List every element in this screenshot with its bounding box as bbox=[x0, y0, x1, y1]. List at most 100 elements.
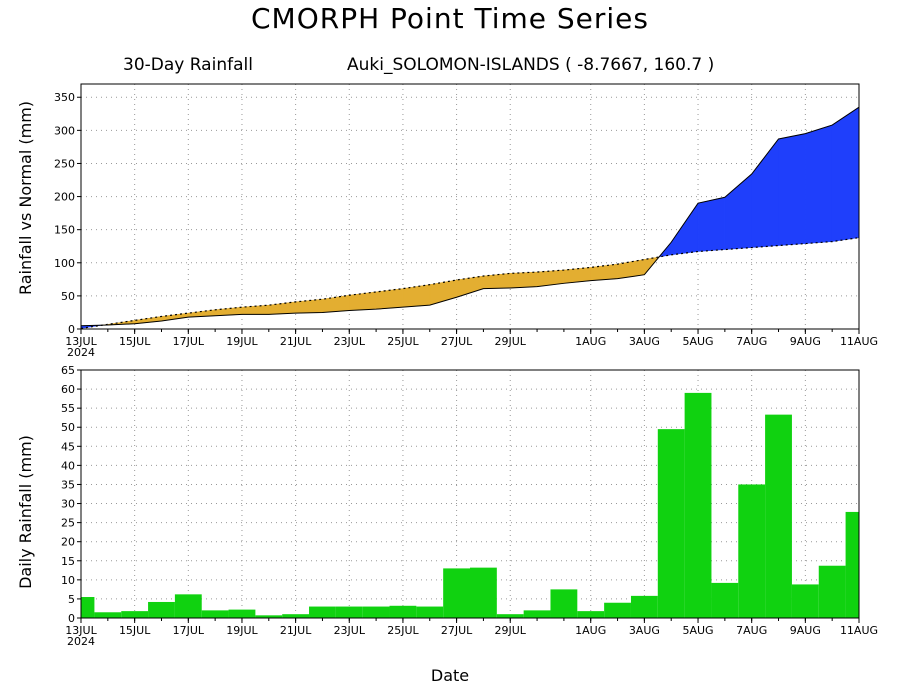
y-tick-label: 100 bbox=[54, 257, 75, 270]
y-tick-label: 300 bbox=[54, 124, 75, 137]
x-tick-label: 9AUG bbox=[790, 335, 821, 348]
daily-rainfall-bar bbox=[791, 584, 819, 618]
deficit-area-segment bbox=[402, 284, 431, 308]
y-tick-label: 10 bbox=[61, 574, 75, 587]
x-tick-label: 3AUG bbox=[629, 624, 660, 637]
chart-subtitle-location: Auki_SOLOMON-ISLANDS ( -8.7667, 160.7 ) bbox=[347, 55, 715, 75]
y-axis-label: Daily Rainfall (mm) bbox=[16, 435, 35, 589]
daily-rainfall-bar bbox=[845, 511, 859, 618]
daily-rainfall-bar bbox=[174, 594, 202, 618]
y-tick-label: 5 bbox=[68, 593, 75, 606]
x-tick-label: 11AUG bbox=[840, 624, 878, 637]
daily-rainfall-bar bbox=[309, 606, 336, 618]
y-tick-label: 45 bbox=[61, 440, 75, 453]
x-tick-label: 27JUL bbox=[441, 335, 473, 348]
x-tick-label: 11AUG bbox=[840, 335, 878, 348]
x-tick-label: 19JUL bbox=[226, 624, 258, 637]
daily-rainfall-bar bbox=[523, 610, 551, 618]
y-tick-label: 50 bbox=[61, 421, 75, 434]
daily-rainfall-bar bbox=[389, 605, 417, 618]
y-tick-label: 65 bbox=[61, 364, 75, 377]
y-tick-label: 0 bbox=[68, 323, 75, 336]
daily-rainfall-bar bbox=[818, 565, 846, 618]
daily-rainfall-bar bbox=[148, 601, 175, 618]
surplus-area-segment bbox=[831, 106, 860, 242]
y-tick-label: 50 bbox=[61, 290, 75, 303]
y-tick-label: 250 bbox=[54, 157, 75, 170]
deficit-area-segment bbox=[268, 301, 296, 315]
daily-rainfall-bar bbox=[577, 611, 605, 618]
y-tick-label: 35 bbox=[61, 478, 75, 491]
deficit-area-segment bbox=[483, 273, 511, 289]
x-tick-year-label: 2024 bbox=[67, 635, 95, 648]
daily-rainfall-bar bbox=[711, 582, 739, 618]
y-tick-label: 200 bbox=[54, 191, 75, 204]
deficit-area-segment bbox=[590, 263, 618, 281]
y-tick-label: 40 bbox=[61, 459, 75, 472]
normal-cumulative-line bbox=[80, 237, 860, 329]
y-tick-label: 30 bbox=[61, 498, 75, 511]
daily-rainfall-bar bbox=[121, 611, 149, 618]
daily-rainfall-bar bbox=[470, 567, 497, 618]
deficit-area-segment bbox=[456, 275, 484, 298]
y-axis-label: Rainfall vs Normal (mm) bbox=[16, 101, 35, 295]
daily-rainfall-bar bbox=[604, 602, 631, 618]
y-tick-label: 25 bbox=[61, 517, 75, 530]
daily-rainfall-bar bbox=[81, 597, 95, 618]
surplus-area-segment bbox=[751, 138, 779, 248]
y-tick-label: 60 bbox=[61, 383, 75, 396]
x-tick-label: 13JUL bbox=[65, 335, 97, 348]
x-tick-label: 25JUL bbox=[387, 335, 419, 348]
x-tick-label: 1AUG bbox=[575, 335, 606, 348]
daily-rainfall-bar bbox=[201, 610, 229, 618]
x-tick-label: 19JUL bbox=[226, 335, 258, 348]
daily-rainfall-bar bbox=[362, 606, 390, 618]
daily-rainfall-bar bbox=[550, 589, 578, 618]
daily-rainfall-bar bbox=[282, 614, 310, 618]
y-tick-label: 0 bbox=[68, 612, 75, 625]
surplus-area-segment bbox=[697, 196, 726, 252]
y-tick-label: 55 bbox=[61, 402, 75, 415]
daily-rainfall-bar bbox=[765, 414, 792, 618]
x-tick-year-label: 2024 bbox=[67, 346, 95, 359]
x-tick-label: 3AUG bbox=[629, 335, 660, 348]
daily-rainfall-bar bbox=[255, 615, 283, 618]
x-tick-label: 7AUG bbox=[736, 335, 767, 348]
deficit-area-segment bbox=[349, 291, 377, 311]
y-tick-label: 150 bbox=[54, 224, 75, 237]
x-tick-label: 5AUG bbox=[682, 624, 713, 637]
plot-frame bbox=[80, 83, 860, 330]
x-tick-label: 7AUG bbox=[736, 624, 767, 637]
surplus-area-segment bbox=[778, 133, 806, 246]
x-tick-label: 21JUL bbox=[280, 624, 312, 637]
daily-rainfall-bar bbox=[738, 484, 766, 618]
x-tick-label: 27JUL bbox=[441, 624, 473, 637]
y-tick-label: 15 bbox=[61, 555, 75, 568]
surplus-area-segment bbox=[805, 124, 833, 244]
daily-rainfall-bar bbox=[416, 606, 444, 618]
y-tick-label: 350 bbox=[54, 91, 75, 104]
x-tick-label: 29JUL bbox=[495, 624, 527, 637]
surplus-area-segment bbox=[670, 202, 699, 256]
x-tick-label: 17JUL bbox=[173, 335, 205, 348]
x-tick-label: 29JUL bbox=[495, 335, 527, 348]
deficit-area-segment bbox=[161, 312, 189, 322]
x-axis-label: Date bbox=[430, 666, 470, 685]
x-tick-label: 15JUL bbox=[119, 335, 151, 348]
chart-title: CMORPH Point Time Series bbox=[251, 2, 649, 35]
plot-frame bbox=[80, 369, 860, 619]
x-tick-label: 9AUG bbox=[790, 624, 821, 637]
x-tick-label: 5AUG bbox=[682, 335, 713, 348]
deficit-area-segment bbox=[509, 271, 538, 289]
chart-subtitle-period: 30-Day Rainfall bbox=[123, 55, 253, 75]
x-tick-label: 1AUG bbox=[575, 624, 606, 637]
x-tick-label: 25JUL bbox=[387, 624, 419, 637]
daily-rainfall-bar bbox=[630, 595, 658, 618]
x-tick-label: 23JUL bbox=[334, 624, 366, 637]
daily-rainfall-bar bbox=[94, 612, 122, 618]
x-tick-label: 23JUL bbox=[334, 335, 366, 348]
x-tick-label: 15JUL bbox=[119, 624, 151, 637]
y-tick-label: 20 bbox=[61, 536, 75, 549]
